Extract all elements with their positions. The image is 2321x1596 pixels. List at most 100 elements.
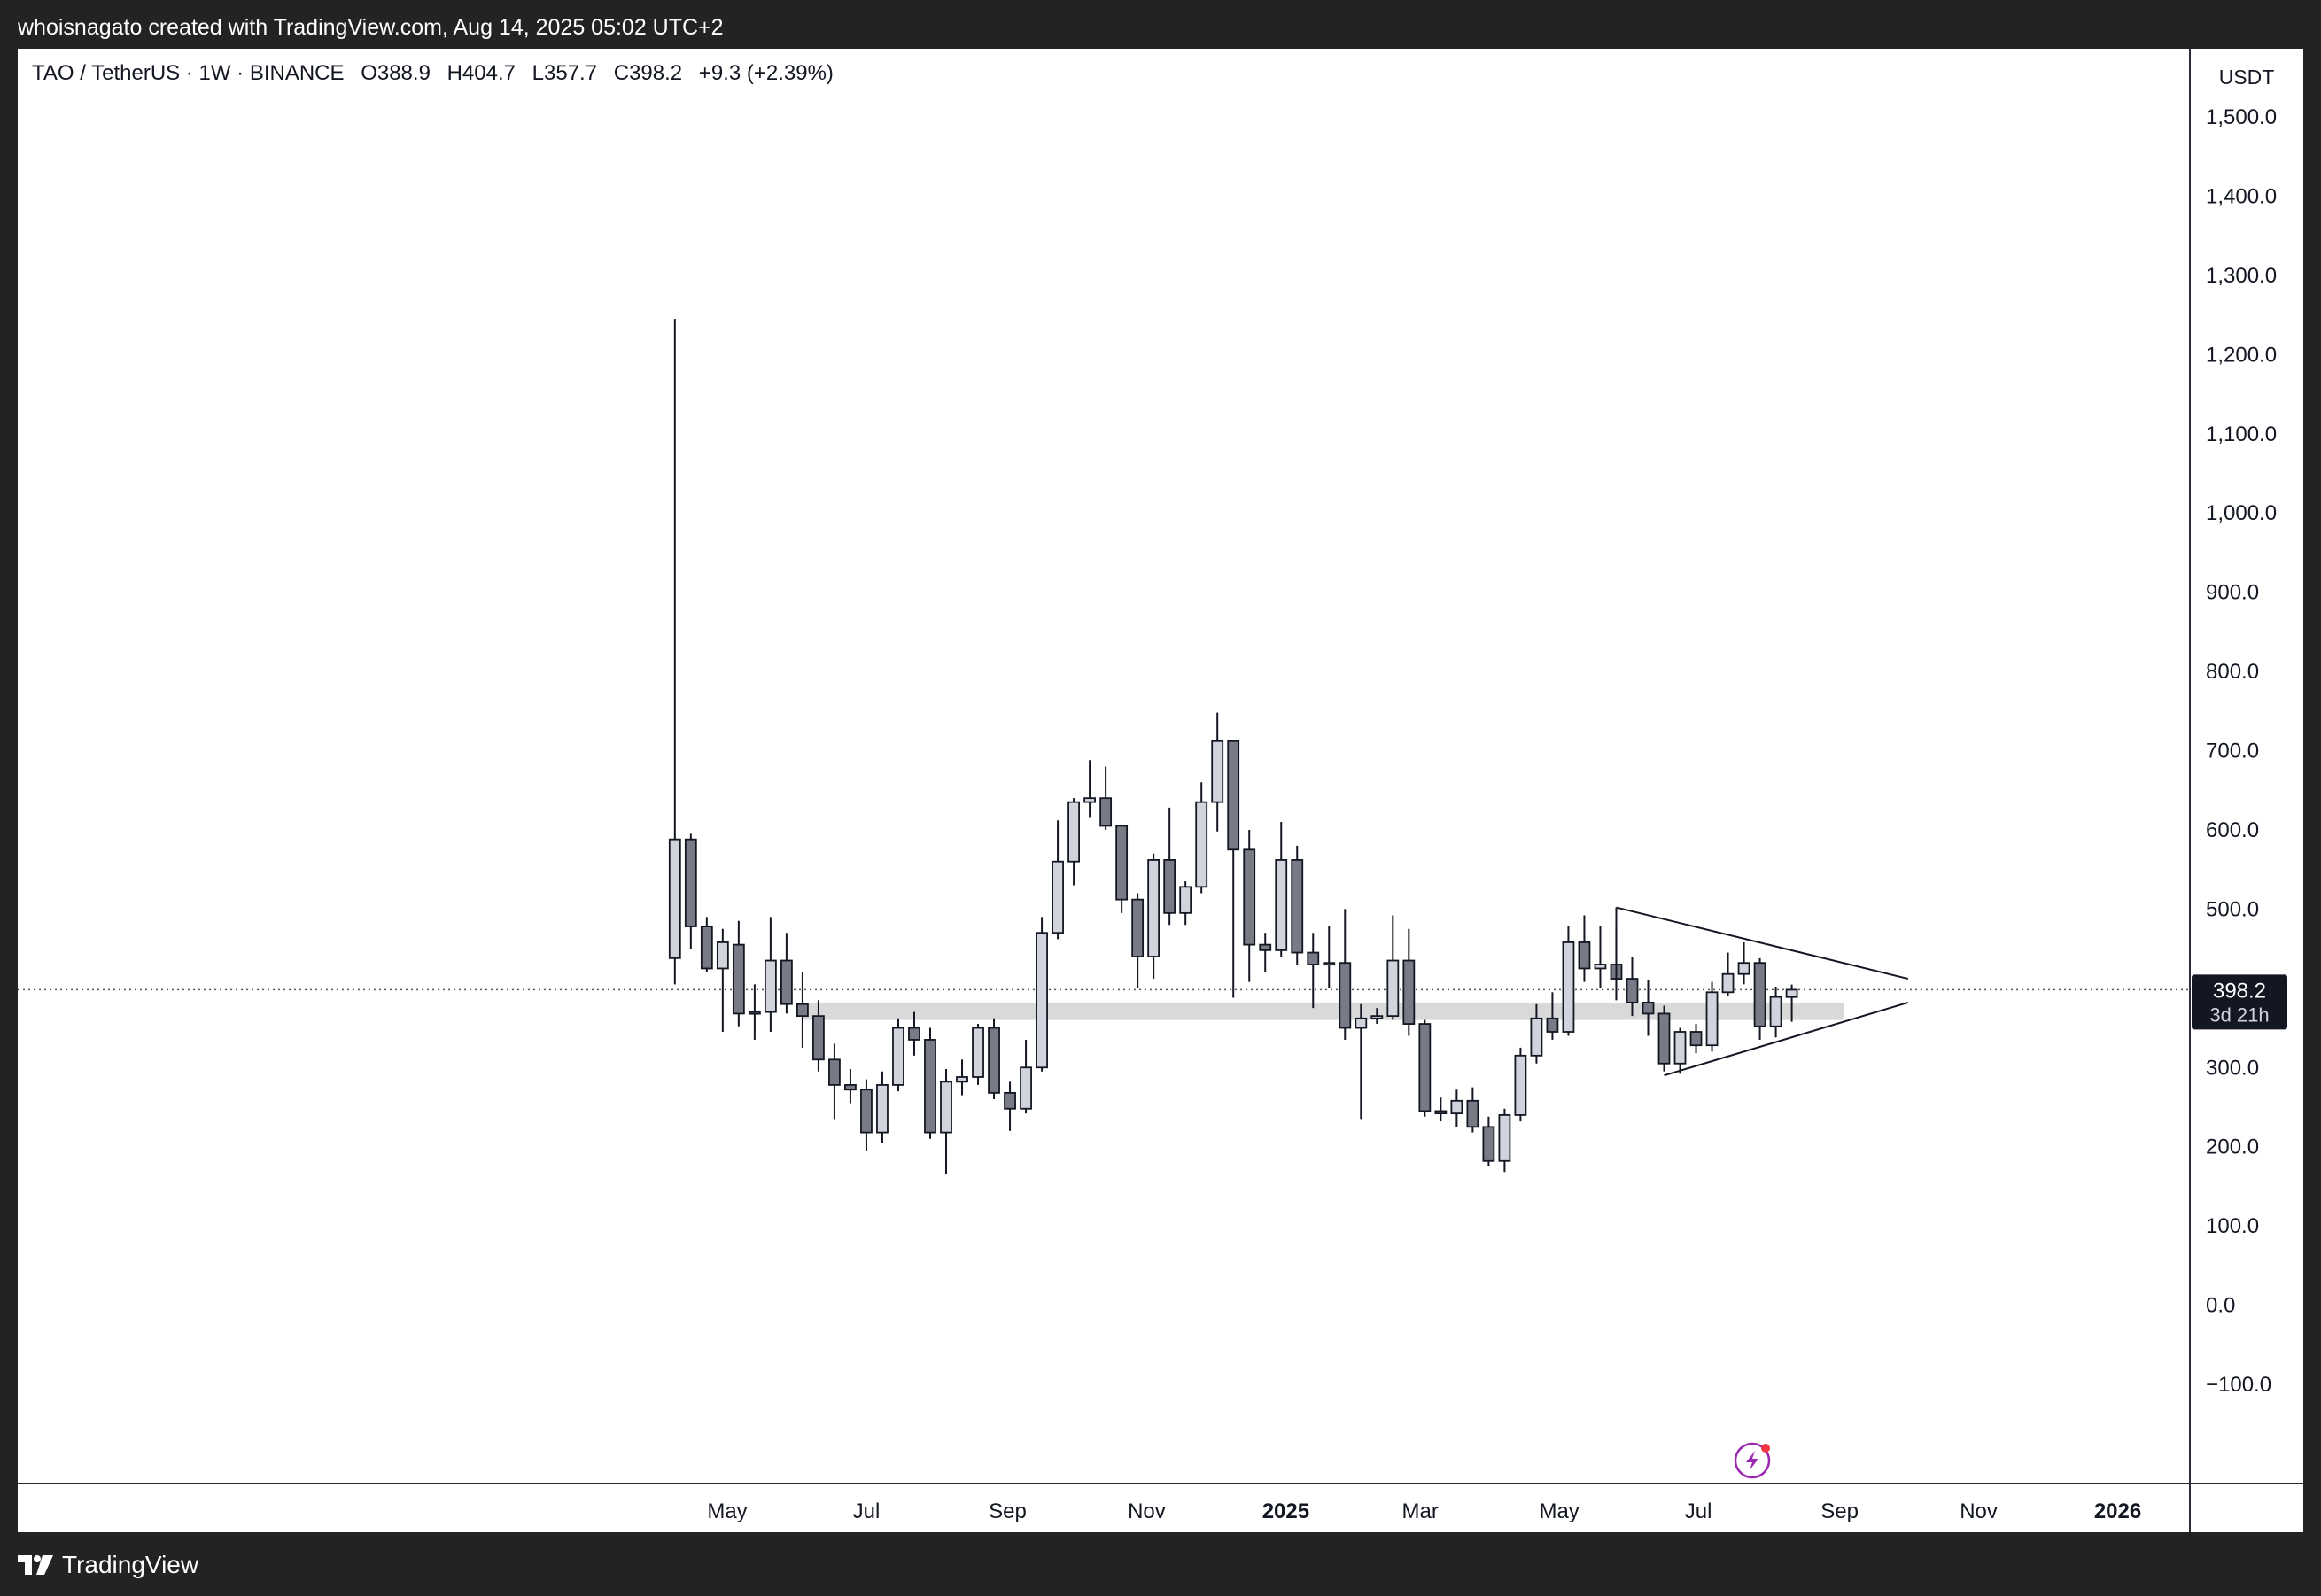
- candle-body[interactable]: [700, 926, 713, 970]
- last-price-value: 398.2: [2213, 979, 2266, 1003]
- candle-body[interactable]: [796, 1003, 809, 1018]
- triangle-upper-trendline[interactable]: [1616, 906, 1909, 980]
- candle-body[interactable]: [1418, 1023, 1432, 1112]
- candle-body[interactable]: [1482, 1126, 1495, 1162]
- candle-body[interactable]: [1386, 959, 1400, 1018]
- candle-body[interactable]: [892, 1027, 904, 1086]
- lightning-icon[interactable]: [1734, 1442, 1771, 1479]
- candle-body[interactable]: [764, 959, 777, 1013]
- candle-body[interactable]: [1498, 1114, 1511, 1162]
- candle-body[interactable]: [828, 1058, 841, 1086]
- candle-body[interactable]: [1434, 1110, 1448, 1115]
- candle-body[interactable]: [732, 943, 745, 1015]
- footer-bar: TradingView: [0, 1532, 2321, 1596]
- candle-body[interactable]: [1578, 941, 1591, 970]
- candle-body[interactable]: [1036, 932, 1048, 1069]
- tradingview-logo-icon: [18, 1555, 53, 1575]
- candle-body[interactable]: [1307, 951, 1320, 965]
- candle-body[interactable]: [1402, 959, 1416, 1025]
- candle-body[interactable]: [1195, 801, 1208, 888]
- candle-body[interactable]: [1163, 859, 1176, 914]
- candle-body[interactable]: [1769, 996, 1782, 1027]
- x-tick-label: May: [1539, 1499, 1579, 1523]
- candle-body[interactable]: [1642, 1002, 1655, 1015]
- x-tick-label: Sep: [989, 1499, 1027, 1523]
- candle-body[interactable]: [1243, 848, 1256, 946]
- currency-label[interactable]: USDT: [2219, 66, 2275, 89]
- candle-body[interactable]: [1099, 797, 1113, 827]
- y-tick-label: 1,000.0: [2206, 501, 2277, 525]
- candle-body[interactable]: [684, 838, 697, 927]
- y-tick-label: 900.0: [2206, 581, 2259, 605]
- price-chart[interactable]: USDT 1,500.0 1,400.0 1,300.0 1,200.0 1,100.0 1…: [18, 49, 2303, 1532]
- candle-body[interactable]: [1211, 740, 1224, 803]
- y-tick-label: 1,200.0: [2206, 343, 2277, 367]
- candle-body[interactable]: [1323, 962, 1336, 966]
- candle-body[interactable]: [1514, 1054, 1527, 1116]
- candle-body[interactable]: [1594, 964, 1607, 970]
- candle-body[interactable]: [1689, 1031, 1703, 1047]
- candle-body[interactable]: [1067, 801, 1080, 863]
- candle-body[interactable]: [1179, 886, 1192, 914]
- candle-body[interactable]: [1004, 1091, 1016, 1110]
- candle-body[interactable]: [716, 941, 729, 970]
- candle-body[interactable]: [1227, 740, 1240, 851]
- x-tick-label: Nov: [1128, 1499, 1166, 1523]
- candle-body[interactable]: [1657, 1012, 1671, 1065]
- candle-body[interactable]: [1355, 1017, 1368, 1029]
- candle-body[interactable]: [668, 838, 681, 959]
- candle-body[interactable]: [1131, 898, 1145, 957]
- candle-body[interactable]: [1546, 1017, 1559, 1033]
- support-zone[interactable]: [802, 1002, 1844, 1020]
- ohlc-close: C398.2: [613, 61, 683, 85]
- candle-body[interactable]: [860, 1089, 873, 1134]
- candle-body[interactable]: [1370, 1015, 1384, 1019]
- y-tick-label: 500.0: [2206, 897, 2259, 921]
- ohlc-open: O388.9: [361, 61, 431, 85]
- x-tick-label: May: [707, 1499, 747, 1523]
- x-tick-label: Nov: [1960, 1499, 1998, 1523]
- candle-body[interactable]: [1259, 943, 1272, 951]
- triangle-lower-trendline[interactable]: [1664, 1001, 1909, 1077]
- candle-body[interactable]: [1626, 978, 1639, 1003]
- candle-body[interactable]: [1673, 1031, 1687, 1065]
- attribution-bar: whoisnagato created with TradingView.com…: [0, 0, 2321, 49]
- candle-body[interactable]: [1083, 797, 1097, 803]
- candle-body[interactable]: [780, 959, 793, 1005]
- last-price-tag[interactable]: [2192, 974, 2287, 1030]
- candle-body[interactable]: [1020, 1066, 1032, 1110]
- candle-body[interactable]: [1291, 859, 1304, 954]
- candle-body[interactable]: [972, 1027, 984, 1078]
- tradingview-logo[interactable]: TradingView: [18, 1550, 198, 1580]
- candle-body[interactable]: [1450, 1099, 1463, 1115]
- candle-body[interactable]: [924, 1039, 936, 1134]
- candle-body[interactable]: [1530, 1017, 1543, 1057]
- candle-body[interactable]: [1721, 972, 1735, 994]
- candle-body[interactable]: [1147, 859, 1160, 957]
- bar-countdown: 3d 21h: [2209, 1003, 2269, 1026]
- candle-body[interactable]: [988, 1027, 1000, 1094]
- candle-body[interactable]: [876, 1084, 889, 1134]
- candle-body[interactable]: [1275, 859, 1288, 951]
- chart-frame[interactable]: USDT 1,500.0 1,400.0 1,300.0 1,200.0 1,100.0 1…: [18, 49, 2303, 1532]
- candle-body[interactable]: [748, 1011, 761, 1015]
- candle-body[interactable]: [940, 1081, 952, 1134]
- candle-body[interactable]: [1339, 962, 1352, 1029]
- tradingview-brand: TradingView: [62, 1551, 199, 1578]
- candle-body[interactable]: [1115, 825, 1129, 901]
- candle-body[interactable]: [1705, 991, 1719, 1047]
- candle-body[interactable]: [1753, 962, 1766, 1027]
- candle-body[interactable]: [1562, 941, 1575, 1033]
- candle-body[interactable]: [1466, 1099, 1479, 1128]
- ohlc-high: H404.7: [446, 61, 516, 85]
- candle-body[interactable]: [1052, 860, 1064, 934]
- x-tick-label: 2025: [1262, 1499, 1309, 1523]
- candle-body[interactable]: [908, 1027, 920, 1041]
- y-tick-label: 1,500.0: [2206, 105, 2277, 129]
- candle-body[interactable]: [844, 1084, 857, 1091]
- candle-body[interactable]: [956, 1076, 968, 1083]
- candle-body[interactable]: [1785, 988, 1798, 998]
- symbol-name[interactable]: TAO / TetherUS · 1W · BINANCE: [32, 61, 345, 85]
- candle-body[interactable]: [812, 1015, 825, 1061]
- candle-body[interactable]: [1737, 962, 1750, 975]
